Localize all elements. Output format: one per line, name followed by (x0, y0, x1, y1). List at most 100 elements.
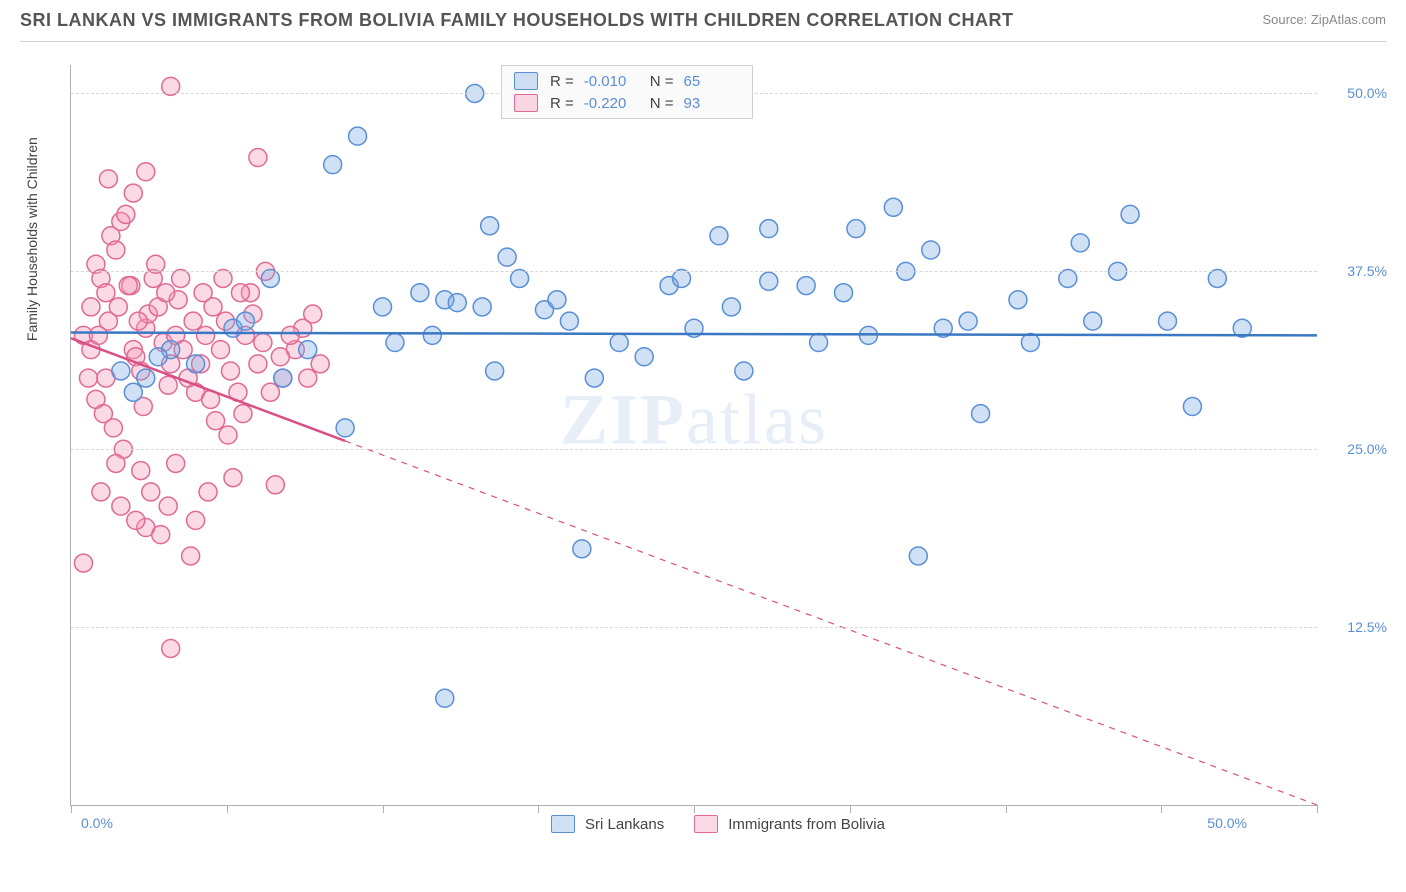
scatter-point (142, 483, 160, 501)
scatter-point (79, 369, 97, 387)
swatch-sri-lankans (514, 72, 538, 90)
scatter-point (167, 454, 185, 472)
n-label: N = (650, 73, 674, 90)
scatter-point (573, 540, 591, 558)
scatter-point (261, 383, 279, 401)
scatter-point (97, 284, 115, 302)
scatter-point (909, 547, 927, 565)
x-axis-min: 0.0% (81, 815, 113, 831)
x-tick (1317, 805, 1318, 813)
scatter-point (129, 312, 147, 330)
y-tick-label: 12.5% (1327, 619, 1387, 635)
r-value-sri-lankans: -0.010 (584, 73, 640, 90)
scatter-point (184, 312, 202, 330)
scatter-point (132, 462, 150, 480)
scatter-point (74, 554, 92, 572)
scatter-point (137, 163, 155, 181)
x-tick (227, 805, 228, 813)
scatter-point (212, 341, 230, 359)
y-tick-label: 25.0% (1327, 441, 1387, 457)
x-tick (538, 805, 539, 813)
scatter-point (311, 355, 329, 373)
r-label: R = (550, 73, 574, 90)
swatch-bolivia (514, 94, 538, 112)
scatter-point (107, 241, 125, 259)
scatter-point (1183, 398, 1201, 416)
legend-series: Sri Lankans Immigrants from Bolivia (551, 815, 885, 833)
scatter-point (610, 334, 628, 352)
gridline-h (71, 627, 1317, 628)
scatter-point (760, 272, 778, 290)
scatter-point (82, 298, 100, 316)
scatter-point (271, 348, 289, 366)
scatter-point (299, 341, 317, 359)
scatter-point (386, 334, 404, 352)
series-label-bolivia: Immigrants from Bolivia (728, 816, 885, 833)
scatter-plot-svg (71, 65, 1317, 805)
scatter-point (224, 469, 242, 487)
chart-container: Family Households with Children ZIPatlas… (60, 65, 1386, 835)
scatter-point (197, 326, 215, 344)
scatter-point (207, 412, 225, 430)
scatter-point (299, 369, 317, 387)
scatter-point (281, 326, 299, 344)
scatter-point (234, 405, 252, 423)
scatter-point (159, 376, 177, 394)
scatter-point (117, 205, 135, 223)
scatter-point (219, 426, 237, 444)
swatch-sri-lankans (551, 815, 575, 833)
scatter-point (127, 511, 145, 529)
scatter-point (1009, 291, 1027, 309)
scatter-point (423, 326, 441, 344)
scatter-point (548, 291, 566, 309)
scatter-point (231, 284, 249, 302)
scatter-point (187, 355, 205, 373)
gridline-h (71, 449, 1317, 450)
scatter-point (336, 419, 354, 437)
scatter-point (1121, 205, 1139, 223)
swatch-bolivia (694, 815, 718, 833)
n-value-bolivia: 93 (684, 95, 740, 112)
scatter-point (112, 497, 130, 515)
scatter-point (635, 348, 653, 366)
scatter-point (473, 298, 491, 316)
scatter-point (89, 326, 107, 344)
scatter-point (847, 220, 865, 238)
r-value-bolivia: -0.220 (584, 95, 640, 112)
scatter-point (411, 284, 429, 302)
scatter-point (199, 483, 217, 501)
scatter-point (221, 362, 239, 380)
y-tick-label: 50.0% (1327, 85, 1387, 101)
scatter-point (1071, 234, 1089, 252)
scatter-point (324, 156, 342, 174)
scatter-point (249, 355, 267, 373)
plot-area: ZIPatlas R = -0.010 N = 65 R = -0.220 N … (70, 65, 1317, 806)
scatter-point (1084, 312, 1102, 330)
scatter-point (157, 284, 175, 302)
scatter-point (187, 511, 205, 529)
scatter-point (710, 227, 728, 245)
legend-correlation: R = -0.010 N = 65 R = -0.220 N = 93 (501, 65, 753, 119)
scatter-point (159, 497, 177, 515)
series-label-sri-lankans: Sri Lankans (585, 816, 664, 833)
scatter-point (92, 483, 110, 501)
scatter-point (124, 383, 142, 401)
scatter-point (797, 277, 815, 295)
scatter-point (107, 454, 125, 472)
r-label: R = (550, 95, 574, 112)
legend-item-sri-lankans: Sri Lankans (551, 815, 664, 833)
scatter-point (182, 547, 200, 565)
scatter-point (884, 198, 902, 216)
scatter-point (137, 369, 155, 387)
scatter-point (810, 334, 828, 352)
scatter-point (109, 298, 127, 316)
regression-line (345, 441, 1317, 805)
scatter-point (236, 312, 254, 330)
scatter-point (104, 419, 122, 437)
scatter-point (152, 526, 170, 544)
scatter-point (254, 334, 272, 352)
x-tick (71, 805, 72, 813)
scatter-point (266, 476, 284, 494)
scatter-point (585, 369, 603, 387)
scatter-point (249, 149, 267, 167)
